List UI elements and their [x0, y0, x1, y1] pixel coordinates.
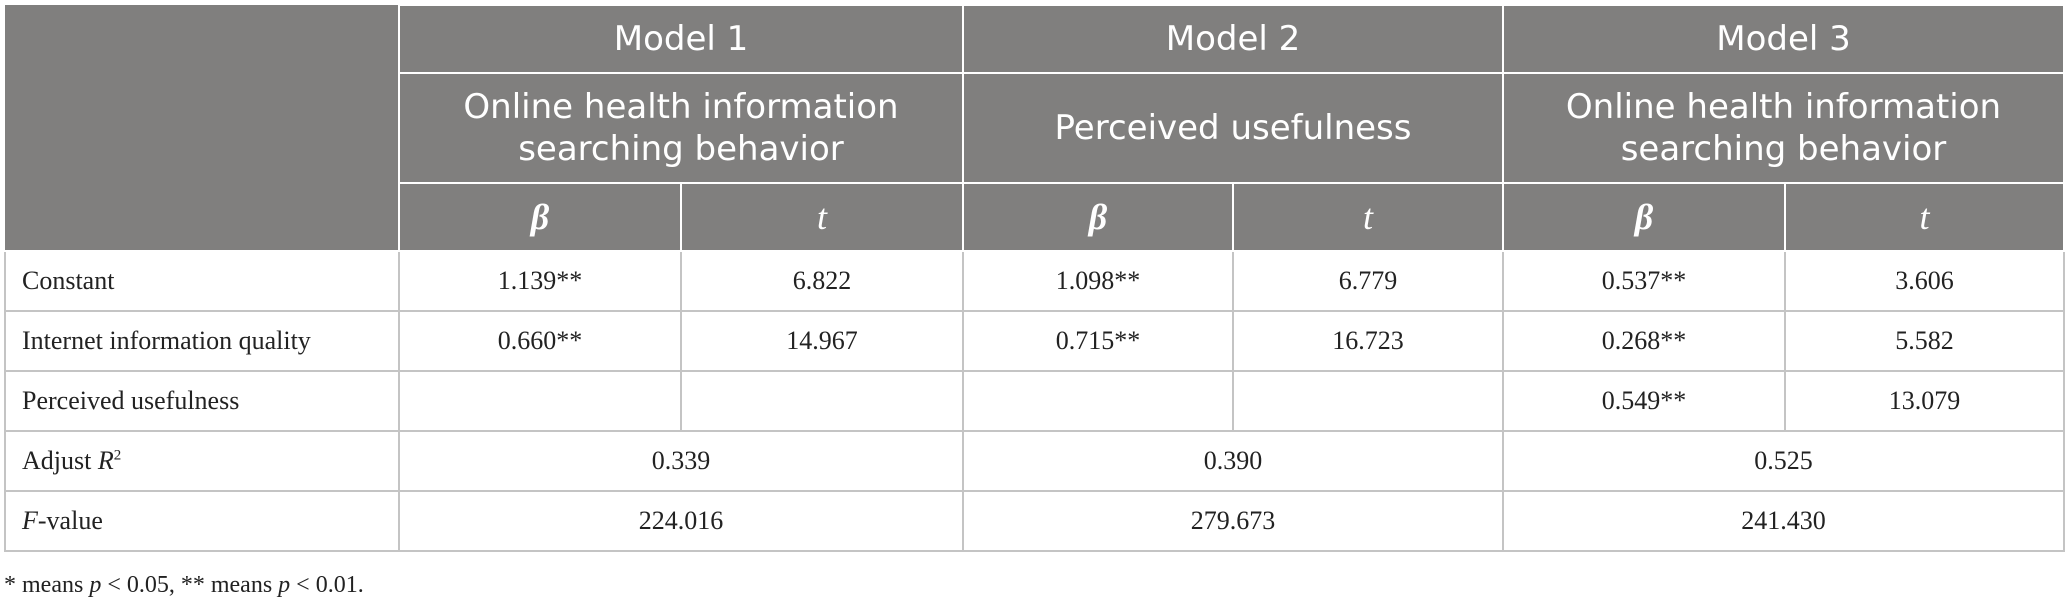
summary-cell: 0.525: [1502, 430, 2065, 492]
row-label: Adjust R2: [4, 430, 400, 492]
data-cell: [962, 370, 1234, 432]
data-row: Constant 1.139** 6.822 1.098** 6.779 0.537** 3…: [4, 250, 2065, 312]
label-part: Adjust: [22, 446, 98, 475]
label-part: F: [22, 506, 38, 535]
data-row: Internet information quality 0.660** 14.96…: [4, 310, 2065, 372]
stat-header: t: [1232, 182, 1504, 252]
data-cell: 6.822: [680, 250, 964, 312]
stat-header: β: [962, 182, 1234, 252]
data-cell: 0.715**: [962, 310, 1234, 372]
stat-header: t: [1784, 182, 2065, 252]
summary-cell: 241.430: [1502, 490, 2065, 552]
label-part: R: [97, 446, 114, 475]
model-name: Model 1: [398, 4, 964, 74]
data-row: Perceived usefulness 0.549** 13.079: [4, 370, 2065, 432]
corner-cell: [5, 5, 400, 252]
stat-header: t: [680, 182, 964, 252]
summary-cell: 224.016: [398, 490, 964, 552]
regression-table: Model 1 Model 2 Model 3 Online health infor…: [4, 4, 2065, 552]
data-cell: 16.723: [1232, 310, 1504, 372]
footnote-part: < 0.05, ** means: [101, 572, 279, 598]
model-name: Model 3: [1502, 4, 2065, 74]
model-name: Model 2: [962, 4, 1504, 74]
data-cell: 6.779: [1232, 250, 1504, 312]
data-cell: [1232, 370, 1504, 432]
row-label: F-value: [4, 490, 400, 552]
row-label: Internet information quality: [4, 310, 400, 372]
stat-header: β: [398, 182, 682, 252]
data-cell: 0.660**: [398, 310, 682, 372]
summary-cell: 0.390: [962, 430, 1504, 492]
summary-row: Adjust R2 0.339 0.390 0.525: [4, 430, 2065, 492]
data-cell: 0.268**: [1502, 310, 1786, 372]
model-outcome: Online health information searching beha…: [398, 72, 964, 184]
data-cell: 3.606: [1784, 250, 2065, 312]
footnote-part: p: [278, 572, 291, 598]
label-part: -value: [37, 506, 103, 535]
data-cell: 0.537**: [1502, 250, 1786, 312]
data-cell: [398, 370, 682, 432]
summary-cell: 0.339: [398, 430, 964, 492]
row-label: Perceived usefulness: [4, 370, 400, 432]
stat-header: β: [1502, 182, 1786, 252]
data-cell: 1.139**: [398, 250, 682, 312]
label-part: 2: [113, 447, 122, 464]
data-cell: [680, 370, 964, 432]
footnote-part: p: [89, 572, 102, 598]
data-cell: 5.582: [1784, 310, 2065, 372]
model-outcome: Perceived usefulness: [962, 72, 1504, 184]
data-cell: 1.098**: [962, 250, 1234, 312]
footnote: * means p < 0.05, ** means p < 0.01.: [4, 572, 364, 599]
data-cell: 0.549**: [1502, 370, 1786, 432]
data-cell: 13.079: [1784, 370, 2065, 432]
footnote-part: < 0.01.: [290, 572, 364, 598]
row-label: Constant: [4, 250, 400, 312]
header-row: Online health information searching beha…: [5, 72, 2065, 184]
header-row: Model 1 Model 2 Model 3: [5, 4, 2065, 252]
summary-row: F-value 224.016 279.673 241.430: [4, 490, 2065, 552]
data-cell: 14.967: [680, 310, 964, 372]
footnote-part: * means: [4, 572, 90, 598]
model-outcome: Online health information searching beha…: [1502, 72, 2065, 184]
summary-cell: 279.673: [962, 490, 1504, 552]
